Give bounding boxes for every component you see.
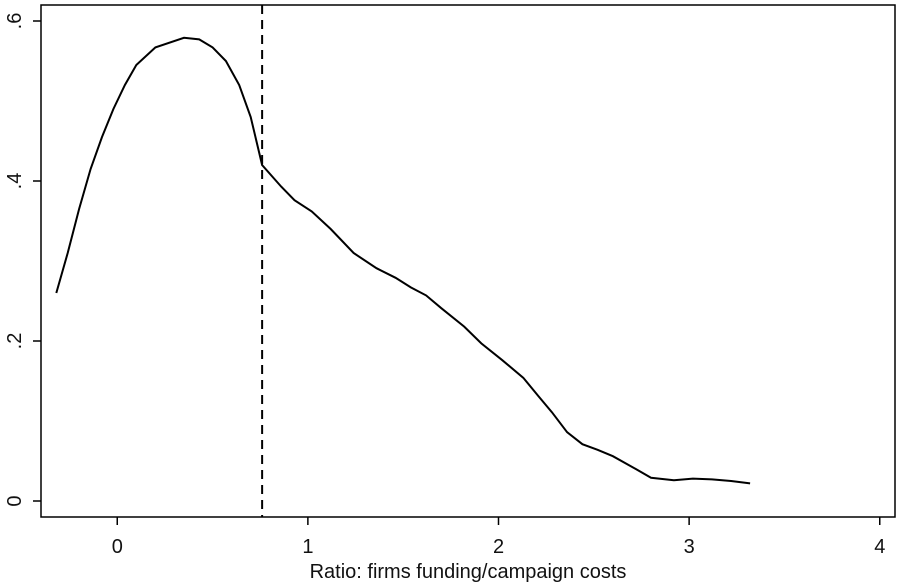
x-tick-label: 3 [684,536,695,558]
x-tick-label: 4 [874,536,885,558]
x-axis-title: Ratio: firms funding/campaign costs [310,561,627,583]
plot-frame [40,4,896,518]
y-tick-label: .6 [4,13,26,30]
density-curve [55,36,751,485]
x-tick-label: 0 [112,536,123,558]
x-axis-ticks: 0 1 2 3 4 [112,517,885,558]
x-tick-label: 1 [302,536,313,558]
y-tick-label: 0 [4,495,26,506]
y-tick-label: .4 [4,173,26,190]
y-tick-label: .2 [4,333,26,350]
x-tick-label: 2 [493,536,504,558]
y-axis-ticks: 0 .2 .4 .6 [4,13,41,507]
